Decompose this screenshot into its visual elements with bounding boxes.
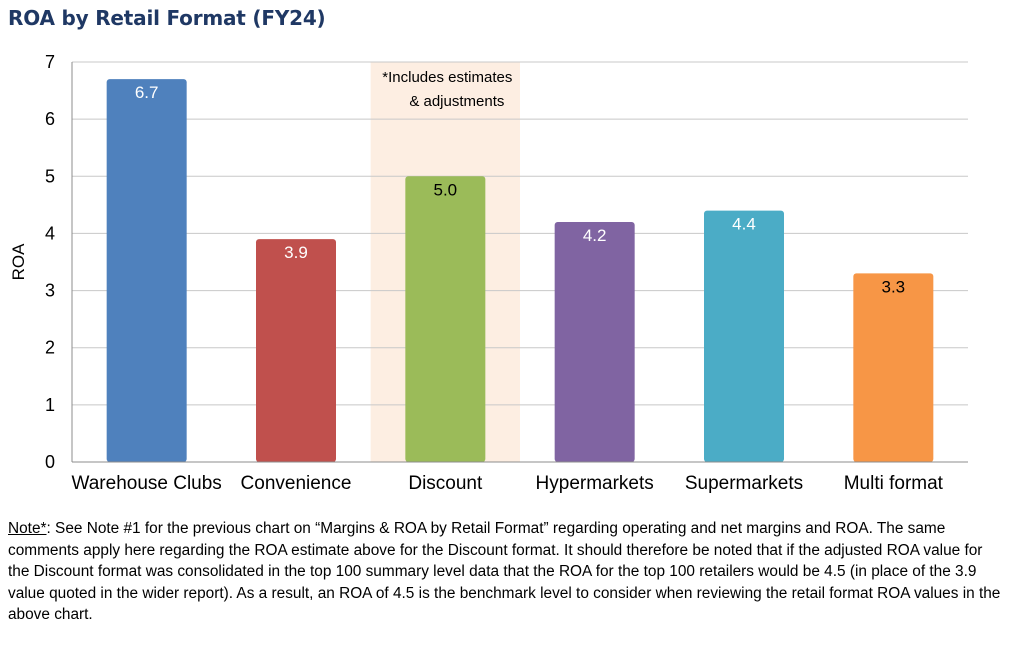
y-tick-label: 7 [45,52,55,72]
y-tick-label: 0 [45,452,55,472]
category-label: Warehouse Clubs [72,473,222,494]
footnote-heading: Note* [8,520,47,537]
category-label: Multi format [844,473,944,494]
data-label: 5.0 [434,180,458,199]
bar [256,239,336,462]
footnote: Note*: See Note #1 for the previous char… [8,518,1003,626]
category-label: Discount [408,473,483,494]
category-label: Hypermarkets [536,473,654,494]
category-label: Supermarkets [685,473,803,494]
data-label: 4.4 [732,215,756,234]
annotation-line: & adjustments [409,93,504,110]
footnote-text: : See Note #1 for the previous chart on … [8,520,1001,623]
y-tick-label: 3 [45,281,55,301]
y-tick-label: 6 [45,109,55,129]
y-axis-label: ROA [9,243,28,281]
chart-title: ROA by Retail Format (FY24) [8,6,326,30]
data-label: 6.7 [135,83,159,102]
bar [405,176,486,463]
category-label: Convenience [241,473,352,494]
bar-chart: *Includes estimates & adjustments 6.7 3.9 5… [9,52,968,494]
annotation-line: *Includes estimates [382,69,512,86]
data-label: 3.3 [882,277,906,296]
data-label: 3.9 [284,243,308,262]
y-tick-label: 1 [45,395,55,415]
bar [106,79,187,463]
bar [853,273,934,462]
bar [554,222,635,462]
y-tick-label: 4 [45,223,55,243]
bar [704,210,784,462]
y-tick-label: 2 [45,338,55,358]
y-tick-label: 5 [45,166,55,186]
data-label: 4.2 [583,226,607,245]
